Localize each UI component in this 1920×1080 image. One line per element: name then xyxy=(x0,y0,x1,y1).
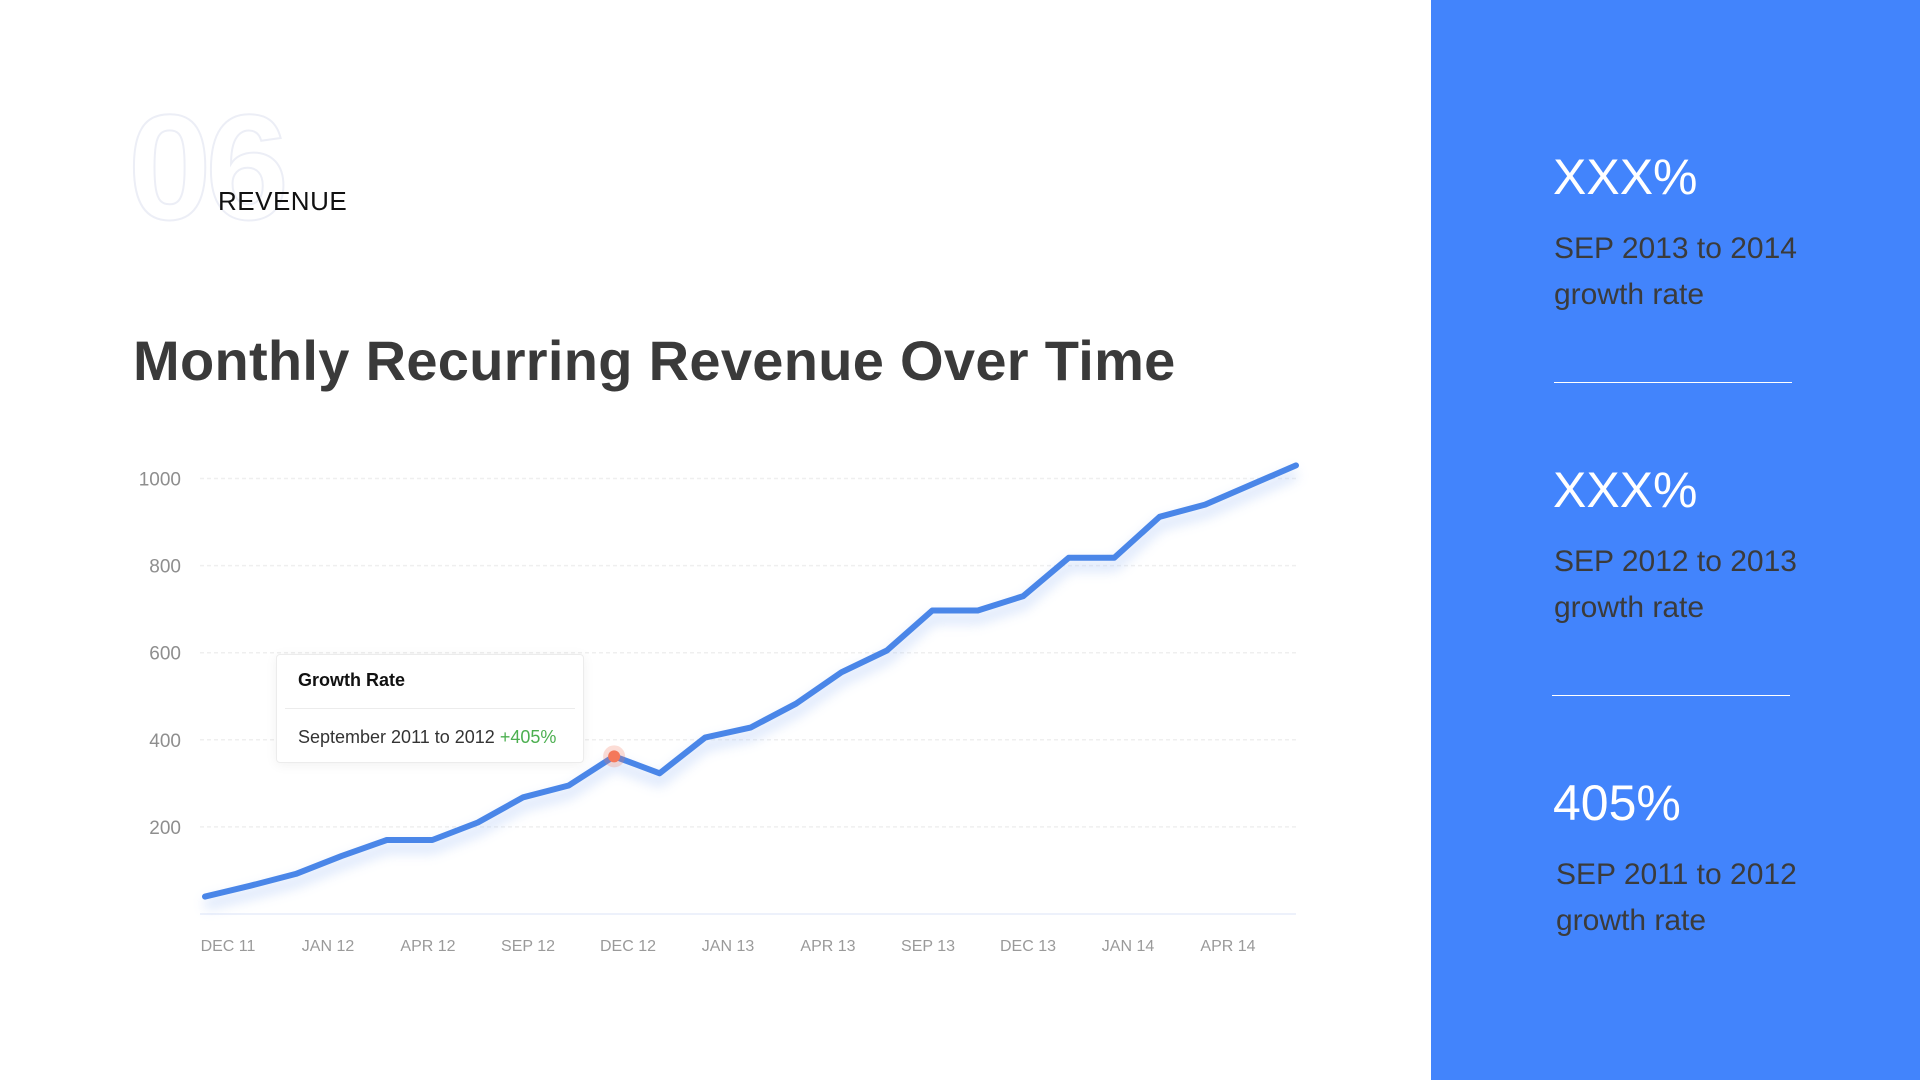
series-line-shadow xyxy=(203,468,1298,910)
stat-desc-1: SEP 2013 to 2014 growth rate xyxy=(1554,226,1854,318)
stat-divider-1 xyxy=(1554,382,1792,383)
x-tick-label: DEC 12 xyxy=(600,938,656,955)
x-tick-label: APR 13 xyxy=(800,938,855,955)
stats-side-panel: XXX% SEP 2013 to 2014 growth rate XXX% S… xyxy=(1431,0,1920,1080)
x-tick-label: JAN 13 xyxy=(702,938,755,955)
highlight-point xyxy=(608,750,621,763)
tooltip-divider xyxy=(285,708,575,709)
y-tick-label: 600 xyxy=(149,644,181,665)
stat-desc-2: SEP 2012 to 2013 growth rate xyxy=(1554,539,1854,631)
tooltip-value: +405% xyxy=(499,727,557,747)
stat-desc-1-line2: growth rate xyxy=(1554,278,1705,311)
growth-rate-tooltip: Growth Rate September 2011 to 2012 +405% xyxy=(276,654,584,763)
stat-desc-3-line1: SEP 2011 to 2012 xyxy=(1556,858,1797,891)
stat-desc-2-line1: SEP 2012 to 2013 xyxy=(1554,545,1797,578)
page-title: Monthly Recurring Revenue Over Time xyxy=(133,329,1176,392)
y-tick-label: 200 xyxy=(149,818,181,839)
x-tick-label: APR 12 xyxy=(400,938,455,955)
x-tick-label: DEC 11 xyxy=(201,938,256,955)
y-tick-label: 1000 xyxy=(139,470,181,491)
revenue-line-chart: 200 400 600 800 1000 DEC 11 JAN 12 APR 12 SEP 12… xyxy=(139,462,1299,955)
stat-value-1: XXX% xyxy=(1553,149,1698,205)
tooltip-title: Growth Rate xyxy=(298,670,406,690)
section-label: REVENUE xyxy=(218,186,348,216)
stat-desc-2-line2: growth rate xyxy=(1554,591,1705,624)
x-tick-label: DEC 13 xyxy=(1000,938,1056,955)
stat-value-2: XXX% xyxy=(1553,462,1698,518)
stat-divider-2 xyxy=(1552,695,1790,696)
x-tick-label: APR 14 xyxy=(1200,938,1255,955)
series-line xyxy=(202,462,1299,900)
x-tick-label: JAN 12 xyxy=(302,938,355,955)
x-tick-label: SEP 13 xyxy=(901,938,955,955)
tooltip-body: September 2011 to 2012 +405% xyxy=(298,727,556,748)
stat-desc-3: SEP 2011 to 2012 growth rate xyxy=(1556,852,1856,944)
x-tick-label: JAN 14 xyxy=(1102,938,1155,955)
stat-desc-1-line1: SEP 2013 to 2014 xyxy=(1554,232,1797,265)
section-number: 06 xyxy=(127,83,290,251)
x-tick-label: SEP 12 xyxy=(501,938,555,955)
y-tick-label: 400 xyxy=(149,731,181,752)
stat-desc-3-line2: growth rate xyxy=(1556,904,1707,937)
stat-value-3: 405% xyxy=(1553,775,1681,831)
tooltip-label: September 2011 to 2012 xyxy=(298,727,495,747)
y-tick-label: 800 xyxy=(149,557,181,578)
